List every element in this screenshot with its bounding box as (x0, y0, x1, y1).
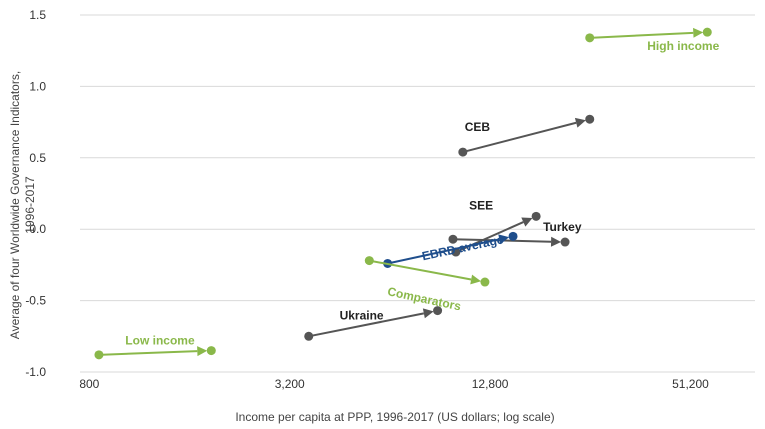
grid-lines (80, 14, 755, 373)
x-tick-label: 3,200 (275, 377, 305, 391)
series-label: SEE (469, 198, 493, 212)
start-point (304, 331, 314, 341)
arrow-head (470, 274, 481, 285)
y-tick-label: -1.0 (25, 365, 46, 379)
end-point (702, 27, 712, 37)
end-point (206, 346, 216, 356)
series-ceb: CEB (458, 114, 595, 157)
arrow-head (693, 27, 704, 38)
x-tick-label: 51,200 (672, 377, 709, 391)
x-axis-ticks: 800 3,200 12,800 51,200 (79, 377, 709, 391)
series-label: Turkey (543, 220, 582, 234)
start-point (94, 350, 104, 360)
end-point (585, 114, 595, 124)
end-point (560, 237, 570, 247)
x-tick-label: 800 (79, 377, 99, 391)
series-label: CEB (465, 120, 491, 134)
arrow-head (197, 346, 208, 357)
arrow-head (521, 217, 533, 227)
series-line (308, 312, 425, 338)
y-axis-ticks: 1.5 1.0 0.5 0.0 -0.5 -1.0 (25, 8, 46, 379)
series-line (462, 121, 577, 154)
arrow-head (550, 236, 562, 247)
series-line (98, 350, 198, 356)
y-tick-label: 1.5 (29, 8, 46, 22)
series-label: High income (647, 39, 719, 53)
y-tick-label: 1.0 (29, 79, 46, 93)
start-point (585, 33, 595, 43)
series-ukraine: Ukraine (304, 306, 443, 341)
end-point (508, 231, 518, 241)
start-point (364, 256, 374, 266)
series-high-income: High income (585, 27, 720, 53)
start-point (458, 147, 468, 157)
series-see: SEE (451, 198, 541, 257)
series-line (369, 259, 472, 281)
arrow-head (574, 117, 586, 128)
end-point (531, 211, 541, 221)
y-tick-label: 0.0 (29, 222, 46, 236)
x-axis-title: Income per capita at PPP, 1996-2017 (US … (235, 410, 554, 424)
y-tick-label: -0.5 (25, 294, 46, 308)
y-tick-label: 0.5 (29, 151, 46, 165)
arrow-head (498, 234, 510, 245)
series-label: Low income (125, 334, 195, 348)
end-point (480, 277, 490, 287)
arrow-head (422, 308, 434, 319)
series-low-income: Low income (94, 334, 216, 360)
x-tick-label: 12,800 (472, 377, 509, 391)
y-axis-title-line-2: 1996-2017 (23, 176, 37, 234)
end-point (433, 306, 443, 316)
y-axis-title-line-1: Average of four Worldwide Governance Ind… (8, 71, 22, 339)
start-point (448, 234, 458, 244)
series-line (387, 238, 500, 265)
series-label: Ukraine (340, 309, 384, 323)
series-label: EBRD average (421, 232, 505, 263)
series-line (589, 31, 694, 39)
